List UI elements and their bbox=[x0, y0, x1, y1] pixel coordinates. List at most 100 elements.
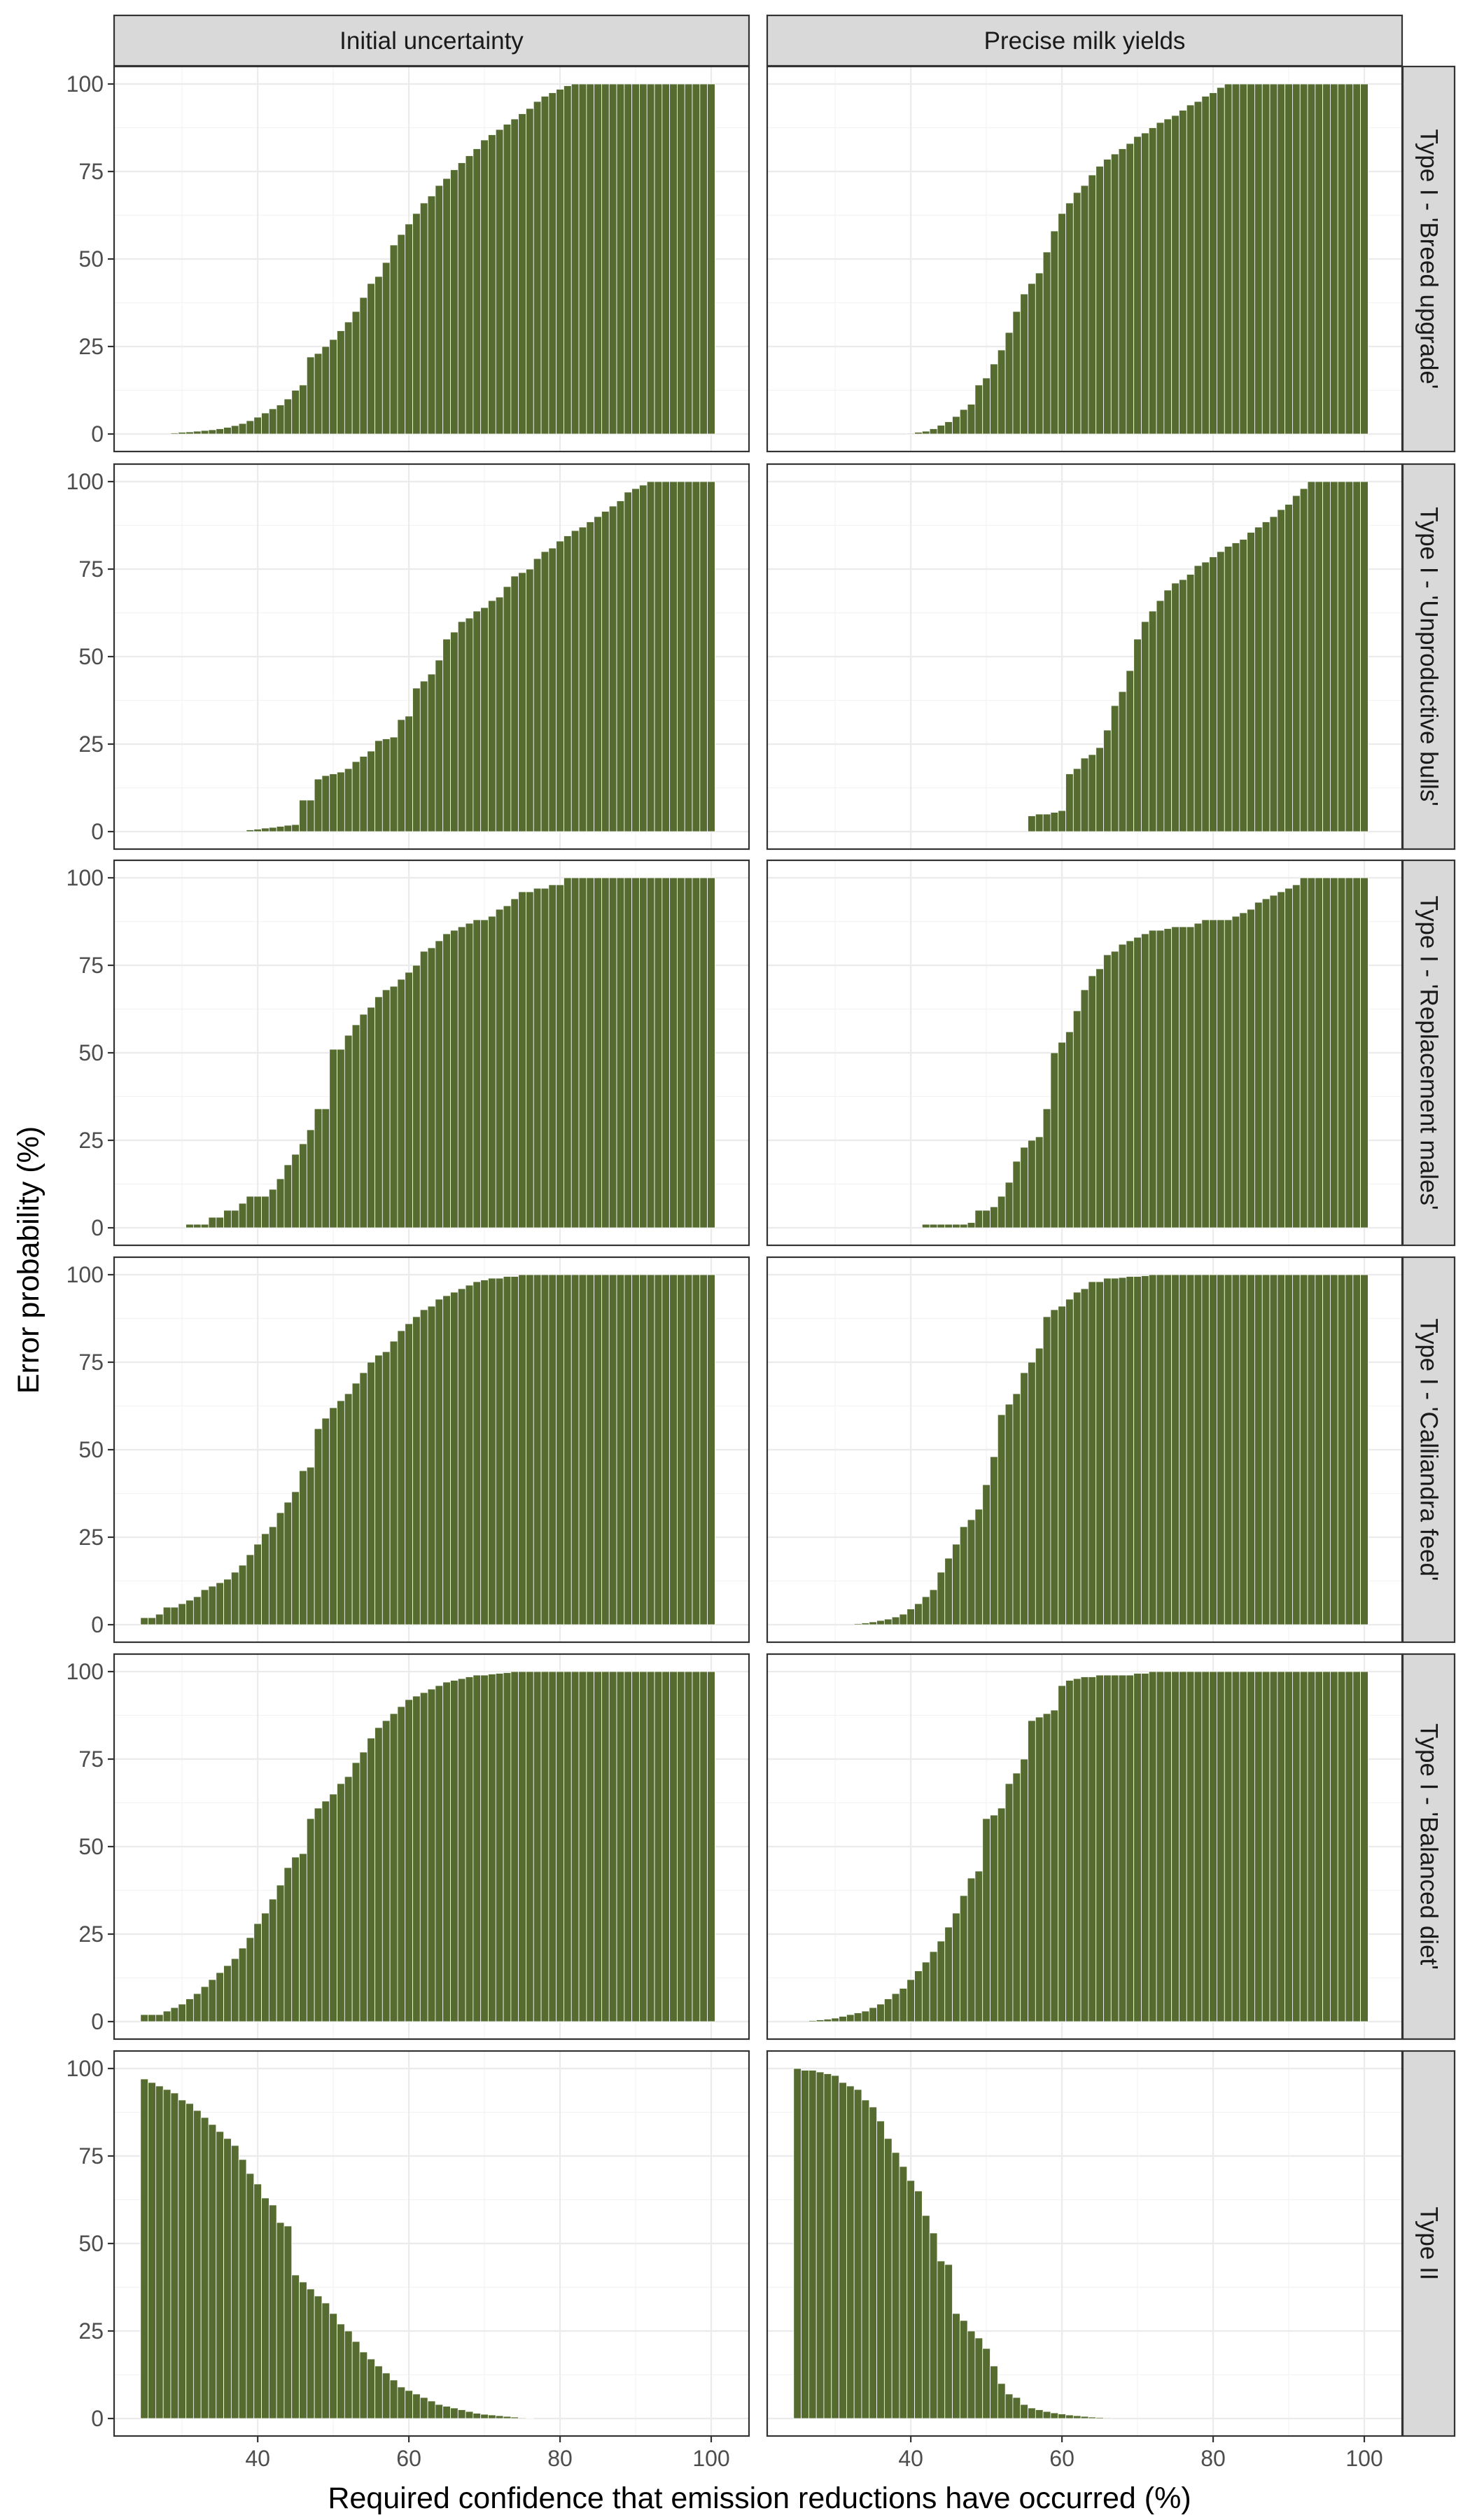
bar bbox=[223, 1210, 232, 1228]
bar bbox=[329, 2313, 337, 2419]
bar bbox=[1315, 1671, 1324, 2022]
bar bbox=[1322, 1274, 1331, 1625]
bar bbox=[1269, 1274, 1278, 1625]
bar bbox=[1292, 884, 1301, 1228]
y-tick-label: 75 bbox=[78, 1746, 104, 1772]
bar bbox=[883, 2138, 892, 2419]
bar bbox=[831, 2017, 839, 2022]
bar bbox=[442, 1681, 451, 2022]
bar bbox=[1126, 1674, 1135, 2022]
row-strip bbox=[1401, 2050, 1456, 2437]
bar bbox=[337, 1049, 345, 1228]
bar bbox=[1088, 975, 1097, 1228]
bar bbox=[1254, 1671, 1263, 2022]
bar bbox=[974, 1210, 983, 1228]
bar bbox=[1148, 127, 1157, 435]
bar bbox=[1133, 937, 1142, 1228]
bar bbox=[488, 1674, 496, 2022]
bar bbox=[306, 1818, 315, 2022]
bar bbox=[306, 356, 315, 435]
bar bbox=[1156, 1274, 1165, 1625]
bar bbox=[518, 1671, 526, 2022]
row-strip bbox=[1401, 65, 1456, 453]
bar bbox=[1042, 251, 1051, 435]
bar bbox=[1224, 919, 1233, 1228]
bar bbox=[389, 736, 398, 832]
bar bbox=[457, 621, 466, 832]
x-tick-label: 60 bbox=[396, 2446, 421, 2471]
bar bbox=[1072, 768, 1082, 832]
y-tick-label: 25 bbox=[78, 732, 104, 757]
bar bbox=[412, 1695, 421, 2022]
bar bbox=[1315, 83, 1324, 435]
bar bbox=[1156, 122, 1165, 435]
bar bbox=[268, 408, 277, 435]
bar bbox=[465, 1676, 474, 2022]
bar bbox=[548, 1274, 557, 1625]
bar bbox=[223, 2138, 232, 2419]
column-strip-label: Precise milk yields bbox=[984, 27, 1186, 55]
bar bbox=[367, 283, 375, 435]
bar bbox=[876, 2003, 885, 2022]
bar bbox=[246, 1196, 255, 1228]
bar bbox=[921, 1224, 930, 1228]
bar bbox=[374, 996, 383, 1228]
bar bbox=[990, 1456, 998, 1625]
bar bbox=[631, 488, 640, 832]
bar bbox=[952, 1544, 960, 1625]
bar bbox=[253, 2183, 262, 2419]
bar bbox=[495, 596, 504, 832]
x-tick-label: 80 bbox=[547, 2446, 573, 2471]
bar bbox=[351, 1024, 360, 1228]
bar bbox=[594, 516, 602, 832]
bar bbox=[1186, 926, 1195, 1228]
bar bbox=[510, 575, 519, 832]
bar bbox=[1254, 1274, 1263, 1625]
bar bbox=[831, 2075, 839, 2419]
bar bbox=[1035, 1716, 1044, 2022]
bar bbox=[359, 1014, 368, 1228]
bar bbox=[1292, 495, 1301, 832]
bar bbox=[261, 1196, 270, 1228]
bar bbox=[646, 1671, 655, 2022]
bar bbox=[374, 1727, 383, 2022]
bar bbox=[1171, 1274, 1180, 1625]
bar bbox=[631, 1274, 640, 1625]
bar bbox=[1072, 1010, 1082, 1228]
bar bbox=[662, 877, 671, 1228]
row-strip-label: Type I - 'Breed upgrade' bbox=[1415, 129, 1443, 388]
bar bbox=[990, 1814, 998, 2022]
bar bbox=[1042, 2411, 1051, 2419]
bar bbox=[624, 83, 633, 435]
bar bbox=[1186, 1671, 1195, 2022]
row-strip-label: Type I - 'Unproductive bulls' bbox=[1415, 507, 1443, 806]
bar bbox=[200, 1224, 209, 1228]
bar bbox=[1118, 1674, 1127, 2022]
bar bbox=[997, 2383, 1006, 2419]
bar bbox=[616, 1671, 625, 2022]
bar bbox=[1254, 902, 1263, 1228]
bar bbox=[472, 1281, 482, 1625]
bar bbox=[1163, 1671, 1172, 2022]
bar bbox=[412, 687, 421, 832]
bar bbox=[268, 1189, 277, 1228]
bar bbox=[253, 829, 262, 832]
bar bbox=[586, 522, 595, 832]
bar bbox=[692, 1671, 701, 2022]
bar bbox=[1201, 96, 1210, 435]
bar bbox=[959, 1224, 968, 1228]
bar bbox=[291, 1154, 300, 1228]
bar bbox=[450, 1292, 458, 1625]
bar bbox=[564, 1274, 572, 1625]
y-tick-label: 50 bbox=[78, 644, 104, 669]
bar bbox=[1299, 488, 1308, 832]
bar bbox=[1352, 877, 1362, 1228]
bar bbox=[578, 1671, 587, 2022]
x-tick-label: 60 bbox=[1049, 2446, 1074, 2471]
row-strip bbox=[1401, 1653, 1456, 2040]
bar bbox=[314, 353, 323, 435]
bar bbox=[846, 2014, 855, 2022]
bar bbox=[586, 877, 595, 1228]
bar bbox=[1096, 968, 1104, 1228]
bar bbox=[1292, 1274, 1301, 1625]
